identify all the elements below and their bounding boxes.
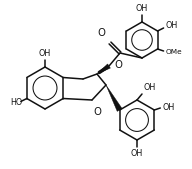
Text: OH: OH: [136, 4, 148, 13]
Polygon shape: [106, 85, 122, 111]
Text: OH: OH: [39, 49, 51, 58]
Text: OH: OH: [131, 149, 143, 158]
Polygon shape: [97, 64, 110, 74]
Text: OH: OH: [162, 103, 175, 113]
Text: O: O: [97, 28, 105, 38]
Text: O: O: [114, 60, 122, 70]
Text: OH: OH: [144, 83, 156, 92]
Text: HO: HO: [10, 98, 22, 107]
Text: OH: OH: [166, 21, 178, 30]
Text: OMe: OMe: [166, 49, 182, 55]
Text: O: O: [93, 107, 101, 117]
